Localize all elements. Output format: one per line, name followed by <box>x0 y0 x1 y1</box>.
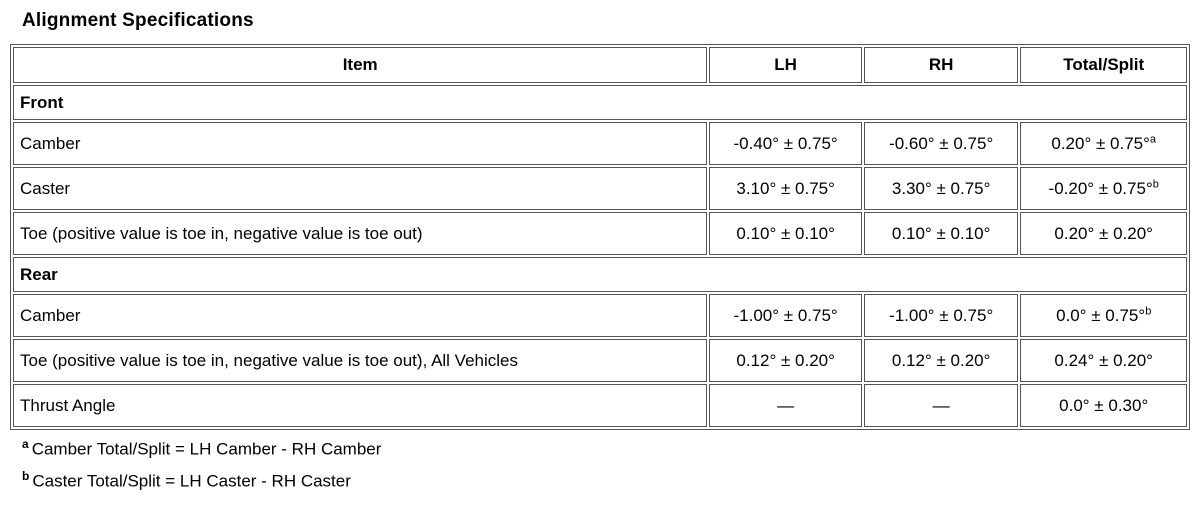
footnote-b: b Caster Total/Split = LH Caster - RH Cas… <box>22 469 1190 492</box>
total-split-value-cell: 0.0° ± 0.30° <box>1020 384 1187 427</box>
lh-value-cell: 0.12° ± 0.20° <box>709 339 862 382</box>
item-cell: Toe (positive value is toe in, negative … <box>13 339 708 382</box>
page-title: Alignment Specifications <box>22 10 254 31</box>
column-header-lh: LH <box>709 47 862 83</box>
item-cell: Caster <box>13 167 708 210</box>
lh-value-cell: 0.10° ± 0.10° <box>709 212 862 255</box>
total-split-value: 0.24° ± 0.20° <box>1054 350 1153 370</box>
table-row: Toe (positive value is toe in, negative … <box>13 339 1187 382</box>
total-split-value: 0.0° ± 0.30° <box>1059 395 1149 415</box>
column-header-rh: RH <box>863 47 1019 83</box>
footnote-a-text: Camber Total/Split = LH Camber - RH Camb… <box>31 439 382 459</box>
lh-value-cell: -1.00° ± 0.75° <box>709 294 862 337</box>
total-split-value: 0.20° ± 0.75° <box>1051 133 1150 153</box>
lh-value-cell: -0.40° ± 0.75° <box>709 122 862 165</box>
total-split-value-cell: 0.20° ± 0.75°a <box>1020 122 1187 165</box>
footnote-marker-ref: b <box>1145 304 1152 317</box>
table-header: Item LH RH Total/Split <box>13 47 1187 83</box>
rh-value-cell: 0.12° ± 0.20° <box>863 339 1019 382</box>
total-split-value: 0.20° ± 0.20° <box>1054 223 1153 243</box>
footnote-marker-ref: b <box>1152 177 1159 190</box>
section-row: Front <box>13 85 1187 120</box>
total-split-value-cell: 0.24° ± 0.20° <box>1020 339 1187 382</box>
item-cell: Camber <box>13 294 708 337</box>
lh-value-cell: 3.10° ± 0.75° <box>709 167 862 210</box>
section-label: Front <box>13 85 1187 120</box>
item-cell: Camber <box>13 122 708 165</box>
table-row: Caster 3.10° ± 0.75° 3.30° ± 0.75° -0.20° ±… <box>13 167 1187 210</box>
total-split-value-cell: 0.20° ± 0.20° <box>1020 212 1187 255</box>
header-row: Item LH RH Total/Split <box>13 47 1187 83</box>
section-row: Rear <box>13 257 1187 292</box>
table-row: Toe (positive value is toe in, negative … <box>13 212 1187 255</box>
column-header-item: Item <box>13 47 708 83</box>
table-body: Front Camber -0.40° ± 0.75° -0.60° ± 0.75° 0… <box>13 85 1187 427</box>
footnote-b-marker: b <box>22 468 30 483</box>
footnote-a: a Camber Total/Split = LH Camber - RH Cam… <box>22 437 1190 460</box>
item-cell: Toe (positive value is toe in, negative … <box>13 212 708 255</box>
rh-value-cell: -1.00° ± 0.75° <box>863 294 1019 337</box>
footnotes: a Camber Total/Split = LH Camber - RH Cam… <box>22 437 1190 491</box>
alignment-spec-table: Item LH RH Total/Split Front Camber -0.40°… <box>10 44 1190 430</box>
rh-value-cell: 0.10° ± 0.10° <box>863 212 1019 255</box>
table-row: Thrust Angle — —0.0° ± 0.30° <box>13 384 1187 427</box>
total-split-value: -0.20° ± 0.75° <box>1048 178 1153 198</box>
section-label: Rear <box>13 257 1187 292</box>
column-header-total-split: Total/Split <box>1020 47 1187 83</box>
footnote-marker-ref: a <box>1149 132 1157 145</box>
footnote-b-text: Caster Total/Split = LH Caster - RH Cast… <box>32 471 351 491</box>
table-row: Camber -1.00° ± 0.75° -1.00° ± 0.75° 0.0° ±… <box>13 294 1187 337</box>
total-split-value: 0.0° ± 0.75° <box>1056 305 1146 325</box>
rh-value-cell: 3.30° ± 0.75° <box>863 167 1019 210</box>
total-split-value-cell: -0.20° ± 0.75°b <box>1020 167 1187 210</box>
rh-value-cell: — <box>863 384 1019 427</box>
total-split-value-cell: 0.0° ± 0.75°b <box>1020 294 1187 337</box>
lh-value-cell: — <box>709 384 862 427</box>
item-cell: Thrust Angle <box>13 384 708 427</box>
footnote-a-marker: a <box>22 437 29 451</box>
table-row: Camber -0.40° ± 0.75° -0.60° ± 0.75° 0.20° … <box>13 122 1187 165</box>
rh-value-cell: -0.60° ± 0.75° <box>863 122 1019 165</box>
